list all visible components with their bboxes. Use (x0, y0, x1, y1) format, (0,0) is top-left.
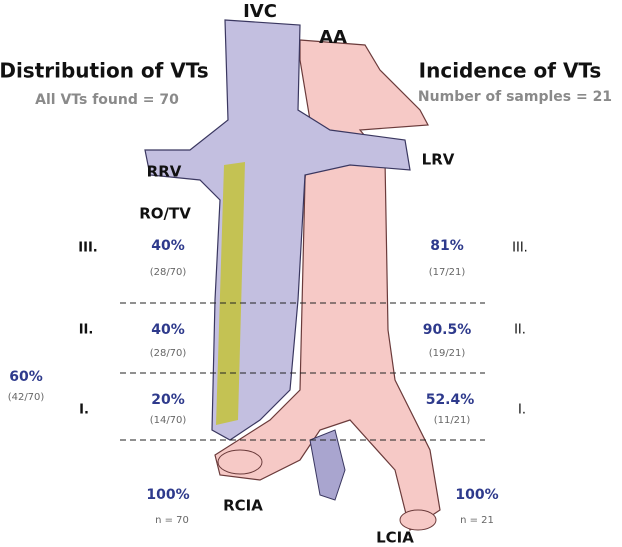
count: n = 21 (460, 515, 494, 526)
percent: 40% (151, 322, 185, 338)
lcia-end (399, 509, 437, 531)
vessel-label: AA (319, 27, 347, 48)
level-label: II. (79, 323, 94, 338)
vessel-label: RO/TV (139, 205, 191, 223)
iliac-vein (309, 429, 346, 501)
section-subtitle: All VTs found = 70 (35, 92, 179, 108)
level-label: III. (512, 241, 528, 256)
vessel-label: LCIA (376, 529, 414, 547)
count: (14/70) (150, 415, 187, 426)
vessel-label: IVC (243, 1, 277, 22)
percent: 20% (151, 392, 185, 408)
vessel-label: LRV (422, 151, 455, 169)
count: (28/70) (150, 348, 187, 359)
percent: 90.5% (423, 322, 472, 338)
section-title: Incidence of VTs (419, 59, 602, 83)
count: (19/21) (429, 348, 466, 359)
level-label: I. (79, 403, 89, 418)
highlight-strip (216, 162, 245, 425)
count: (42/70) (8, 392, 45, 403)
section-subtitle: Number of samples = 21 (418, 89, 612, 105)
count: n = 70 (155, 515, 189, 526)
level-label: III. (78, 241, 97, 256)
count: (11/21) (434, 415, 471, 426)
vessel-label: RRV (147, 163, 182, 181)
count: (28/70) (150, 267, 187, 278)
level-label: I. (518, 403, 526, 418)
vessel-label: RCIA (223, 497, 263, 515)
rcia-end (217, 449, 263, 475)
percent: 81% (430, 238, 464, 254)
count: (17/21) (429, 267, 466, 278)
percent: 40% (151, 238, 185, 254)
ivc-vessel (144, 19, 411, 441)
percent: 60% (9, 369, 43, 385)
percent: 52.4% (426, 392, 475, 408)
level-label: II. (514, 323, 526, 338)
percent: 100% (146, 487, 189, 503)
section-title: Distribution of VTs (0, 59, 209, 83)
percent: 100% (455, 487, 498, 503)
